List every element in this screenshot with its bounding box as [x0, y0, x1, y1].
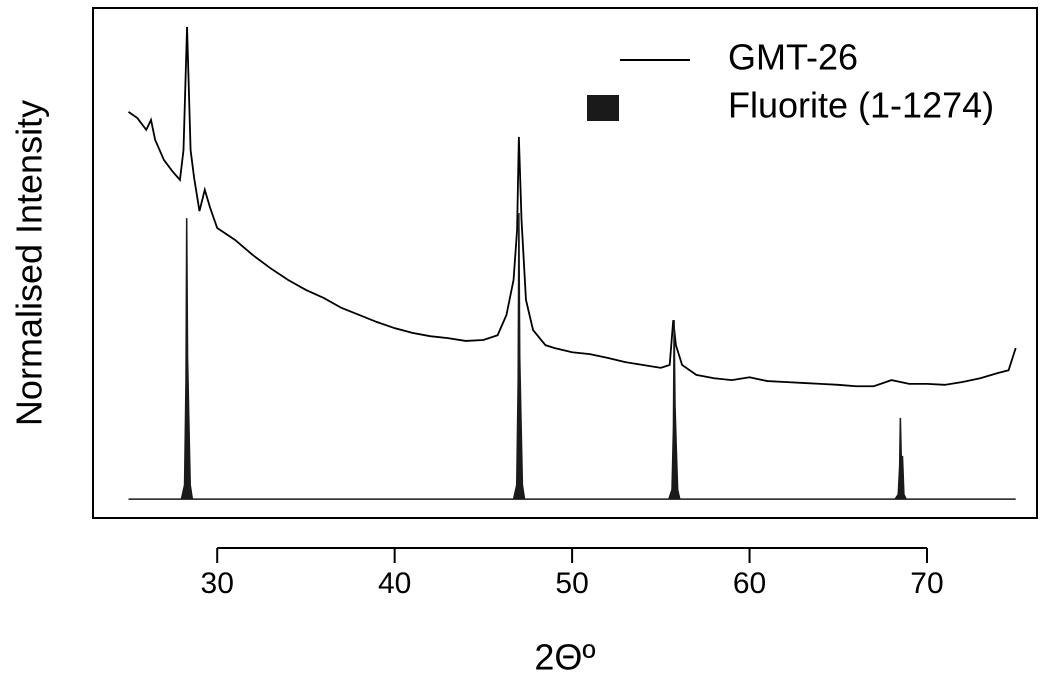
- plot-frame: [92, 7, 1038, 519]
- x-axis-label: 2Θº: [534, 637, 595, 678]
- x-tick-label: 70: [910, 567, 943, 600]
- legend-label: GMT-26: [728, 37, 858, 78]
- legend-swatch: [587, 95, 619, 121]
- x-tick-label: 30: [201, 567, 234, 600]
- x-tick-label: 60: [733, 567, 766, 600]
- area: [128, 212, 1016, 500]
- x-tick-label: 50: [555, 567, 588, 600]
- legend-label: Fluorite (1-1274): [728, 85, 994, 126]
- x-tick-label: 40: [378, 567, 411, 600]
- y-axis-label: Normalised Intensity: [9, 100, 50, 426]
- line: [127, 26, 1017, 388]
